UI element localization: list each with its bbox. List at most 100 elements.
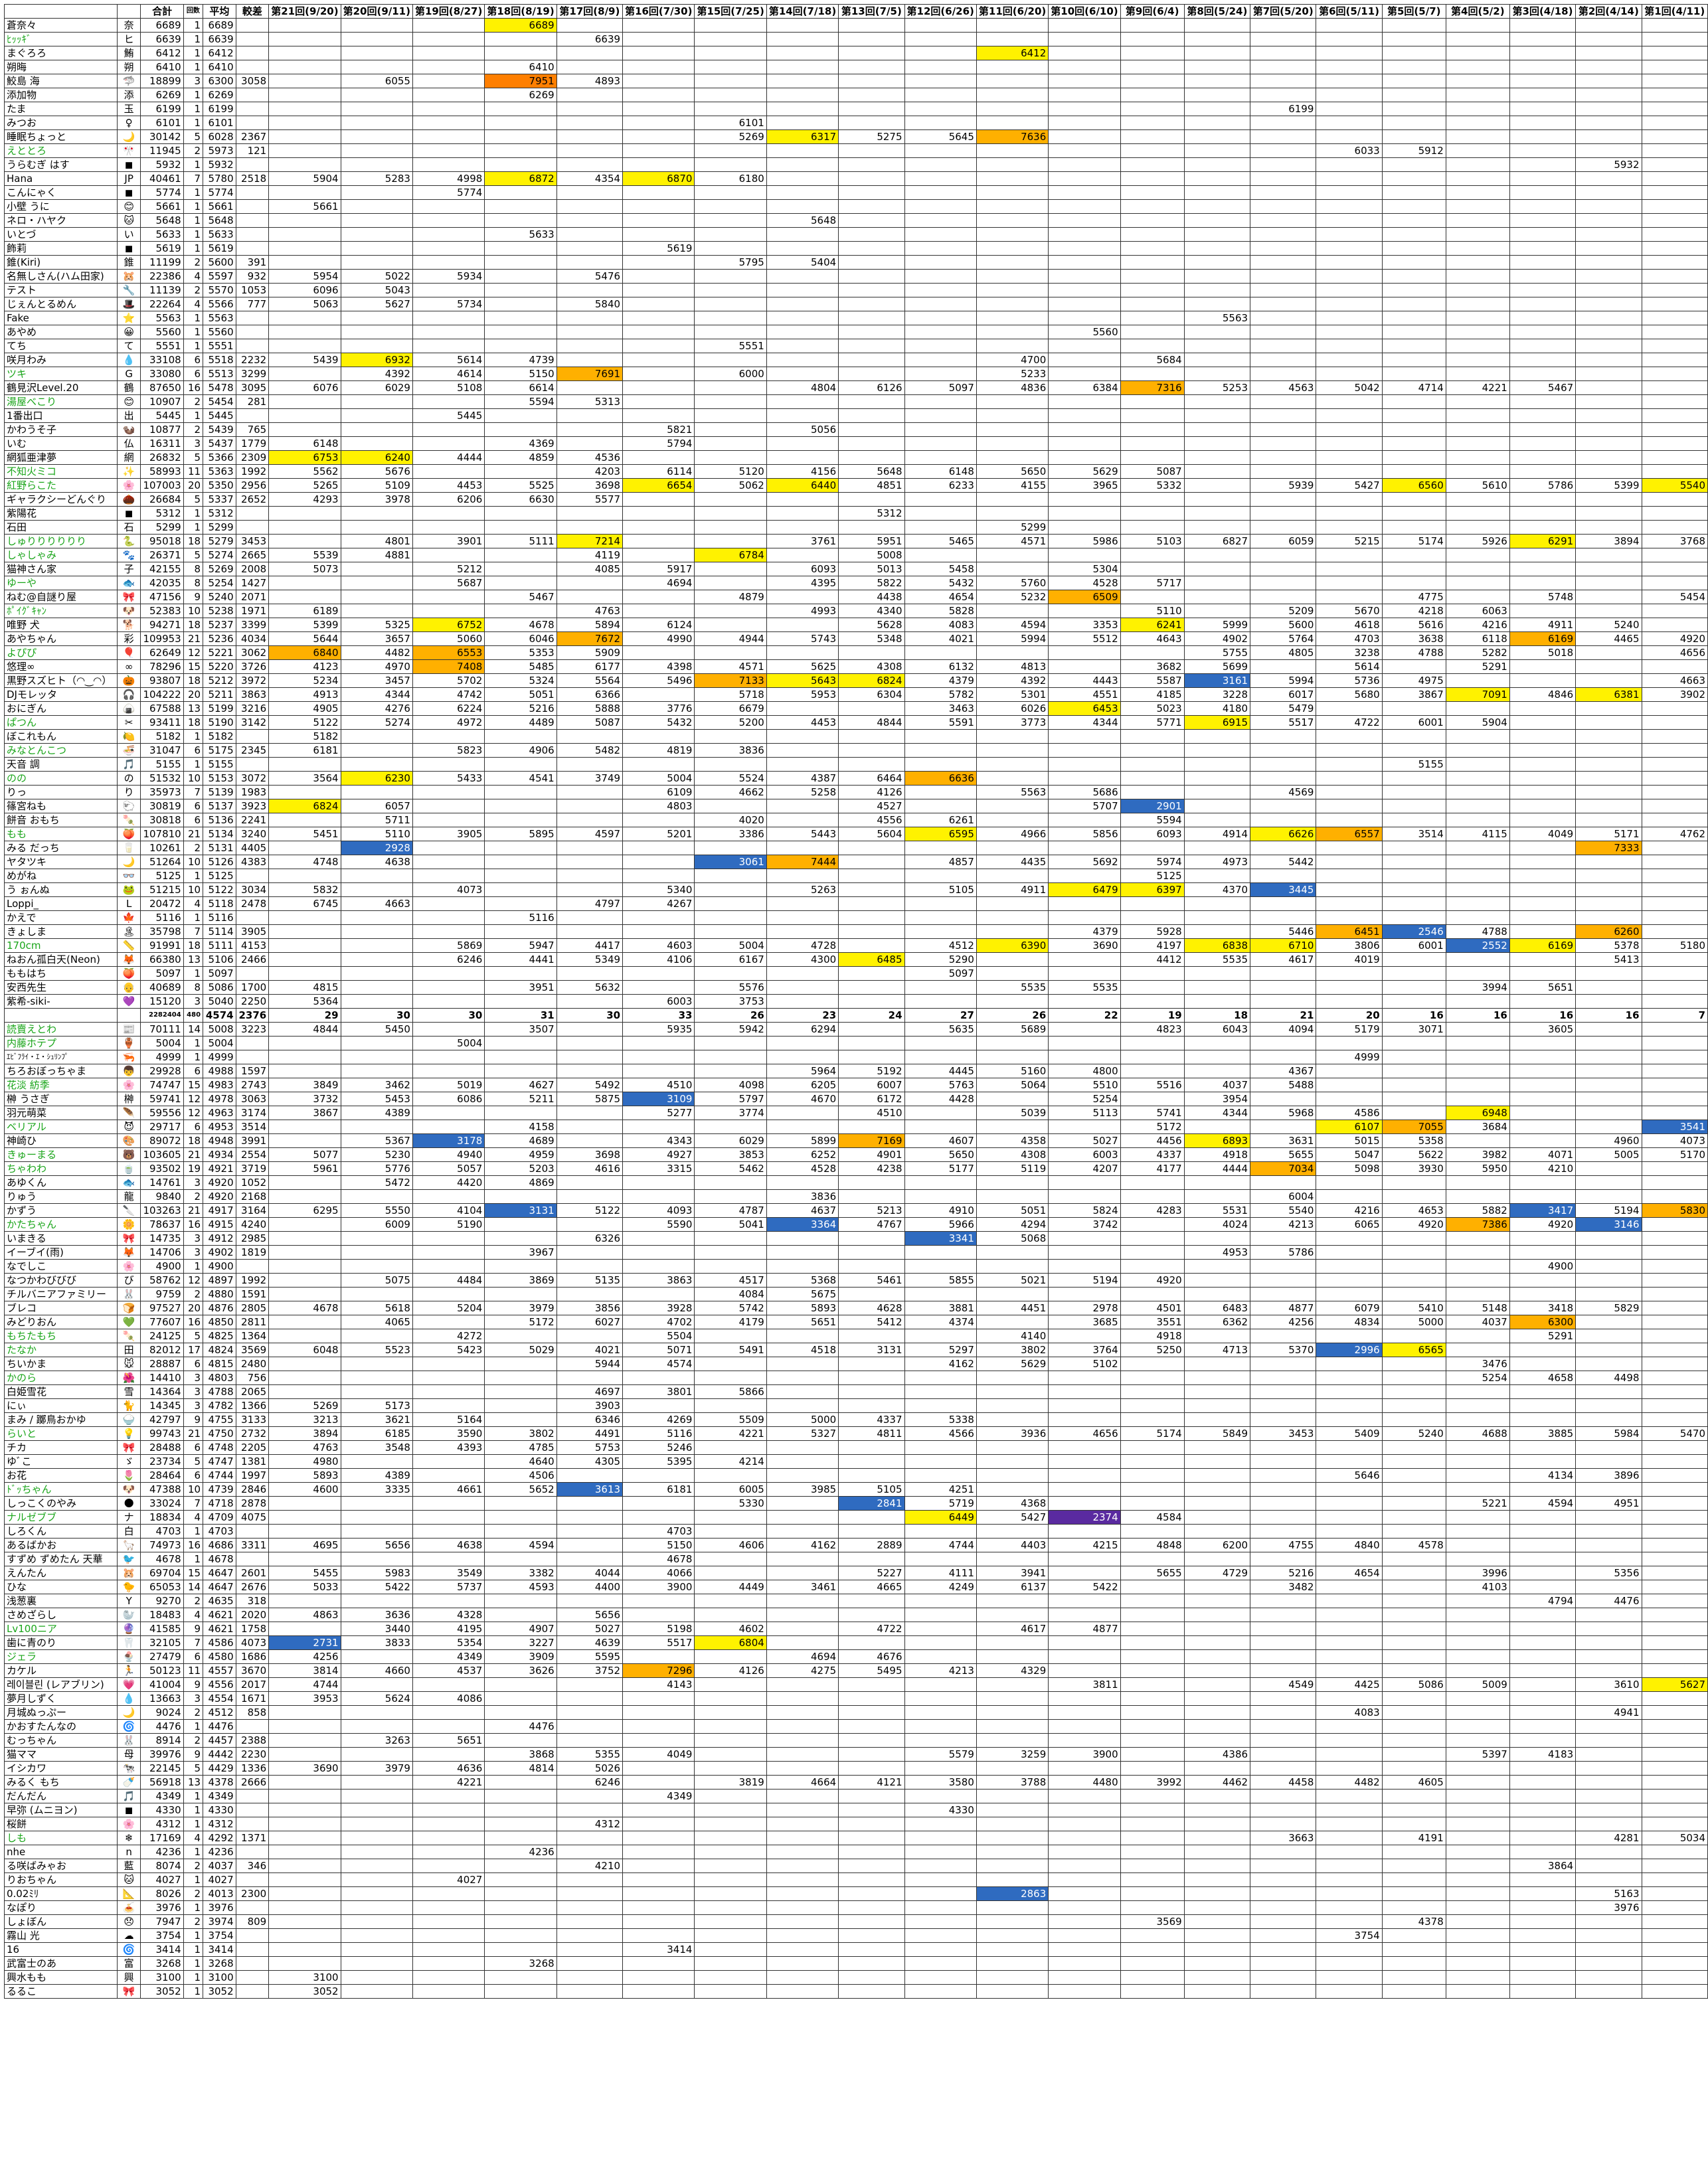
round-score-13 xyxy=(838,143,905,158)
round-score-20 xyxy=(340,562,413,576)
player-icon: 仏 xyxy=(116,436,141,451)
round-score-20 xyxy=(340,785,413,799)
round-score-12 xyxy=(904,339,977,353)
round-score-11: 5760 xyxy=(976,576,1049,590)
round-score-20: 5109 xyxy=(340,478,413,493)
player-icon: 🐾 xyxy=(116,548,141,562)
round-score-17 xyxy=(556,729,624,744)
round-score-19 xyxy=(412,102,485,116)
total-score: 14706 xyxy=(140,1245,184,1260)
round-score-5 xyxy=(1381,1691,1446,1706)
total-score: 42155 xyxy=(140,562,184,576)
round-score-15: 5795 xyxy=(694,255,767,270)
play-count: 3 xyxy=(183,1231,204,1246)
round-score-10: 5535 xyxy=(1048,980,1121,995)
round-score-2 xyxy=(1575,1245,1642,1260)
summary-average: 4574 xyxy=(203,1008,236,1023)
round-score-18: 3382 xyxy=(484,1566,557,1580)
average-score: 5350 xyxy=(203,478,236,493)
round-score-2 xyxy=(1575,799,1642,813)
play-count: 21 xyxy=(183,827,204,841)
average-score: 5221 xyxy=(203,645,236,660)
round-score-6 xyxy=(1316,729,1383,744)
score-diff xyxy=(235,116,270,130)
round-score-16: 7296 xyxy=(622,1663,695,1678)
round-score-3 xyxy=(1509,311,1577,325)
round-score-2 xyxy=(1575,1663,1642,1678)
player-name: もちたもち xyxy=(4,1329,118,1343)
round-score-5 xyxy=(1381,199,1446,214)
round-score-7 xyxy=(1250,436,1317,451)
round-score-19: 4661 xyxy=(412,1482,485,1497)
round-score-3 xyxy=(1509,1064,1577,1078)
player-icon: 🌸 xyxy=(116,1817,141,1831)
round-score-9 xyxy=(1120,46,1185,60)
round-score-10 xyxy=(1048,1329,1121,1343)
round-score-7: 5517 xyxy=(1250,715,1317,730)
round-score-12 xyxy=(904,1942,977,1957)
round-score-4 xyxy=(1445,1454,1510,1469)
round-score-11 xyxy=(976,924,1049,939)
round-score-11: 4329 xyxy=(976,1663,1049,1678)
table-row: ねおん孤白天(Neon) 🦊 66380 13 5106 2466 6246 4441 5349… xyxy=(4,952,1708,967)
average-score: 4915 xyxy=(203,1217,236,1232)
round-score-19: 5212 xyxy=(412,562,485,576)
round-score-6 xyxy=(1316,1831,1383,1845)
round-score-7 xyxy=(1250,492,1317,507)
round-score-4: 5610 xyxy=(1445,478,1510,493)
round-score-20 xyxy=(340,576,413,590)
round-score-17 xyxy=(556,966,624,981)
round-score-16: 5116 xyxy=(622,1426,695,1441)
round-score-20: 4482 xyxy=(340,645,413,660)
round-score-2 xyxy=(1575,32,1642,46)
round-score-7 xyxy=(1250,88,1317,102)
round-score-7 xyxy=(1250,1886,1317,1901)
header-total: 合計 xyxy=(140,4,184,19)
average-score: 5086 xyxy=(203,980,236,995)
round-score-4 xyxy=(1445,1845,1510,1859)
round-score-19 xyxy=(412,1677,485,1692)
round-score-2: 5005 xyxy=(1575,1147,1642,1162)
round-score-6 xyxy=(1316,408,1383,423)
round-score-11 xyxy=(976,771,1049,786)
player-name: 早弥 (ムニヨン) xyxy=(4,1803,118,1817)
round-score-20 xyxy=(340,994,413,1009)
round-score-2 xyxy=(1575,1552,1642,1566)
round-score-17 xyxy=(556,520,624,535)
round-score-1 xyxy=(1641,1914,1708,1929)
round-score-3 xyxy=(1509,32,1577,46)
summary-icon-cell xyxy=(116,1008,141,1023)
play-count: 16 xyxy=(183,1538,204,1552)
score-diff: 3991 xyxy=(235,1133,270,1148)
round-score-15: 5718 xyxy=(694,687,767,702)
round-score-12: 4654 xyxy=(904,590,977,604)
round-score-9 xyxy=(1120,1050,1185,1064)
table-row: 悠理∞ ∞ 78296 15 5220 3726 4123 4970 7408 5485 6177 4… xyxy=(4,659,1708,674)
round-score-5 xyxy=(1381,492,1446,507)
round-score-10 xyxy=(1048,1398,1121,1413)
round-score-11: 4368 xyxy=(976,1496,1049,1511)
player-icon: 朔 xyxy=(116,60,141,74)
average-score: 5600 xyxy=(203,255,236,270)
round-score-18 xyxy=(484,1064,557,1078)
round-score-15: 3061 xyxy=(694,855,767,869)
round-score-16: 4143 xyxy=(622,1677,695,1692)
round-score-12: 5458 xyxy=(904,562,977,576)
round-score-3 xyxy=(1509,1831,1577,1845)
round-score-9: 5125 xyxy=(1120,869,1185,883)
round-score-14 xyxy=(766,60,839,74)
round-score-13 xyxy=(838,436,905,451)
round-score-20 xyxy=(340,1050,413,1064)
round-score-12: 5097 xyxy=(904,966,977,981)
round-score-10 xyxy=(1048,729,1121,744)
round-score-9 xyxy=(1120,1287,1185,1301)
round-score-5 xyxy=(1381,157,1446,172)
header-round-13: 第13回(7/5) xyxy=(838,4,905,19)
round-score-11 xyxy=(976,1036,1049,1050)
round-score-4 xyxy=(1445,422,1510,437)
round-score-9: 5172 xyxy=(1120,1120,1185,1134)
round-score-6: 4586 xyxy=(1316,1106,1383,1120)
round-score-9 xyxy=(1120,1259,1185,1274)
player-name: なでしこ xyxy=(4,1259,118,1274)
player-icon: 🎀 xyxy=(116,1984,141,1999)
